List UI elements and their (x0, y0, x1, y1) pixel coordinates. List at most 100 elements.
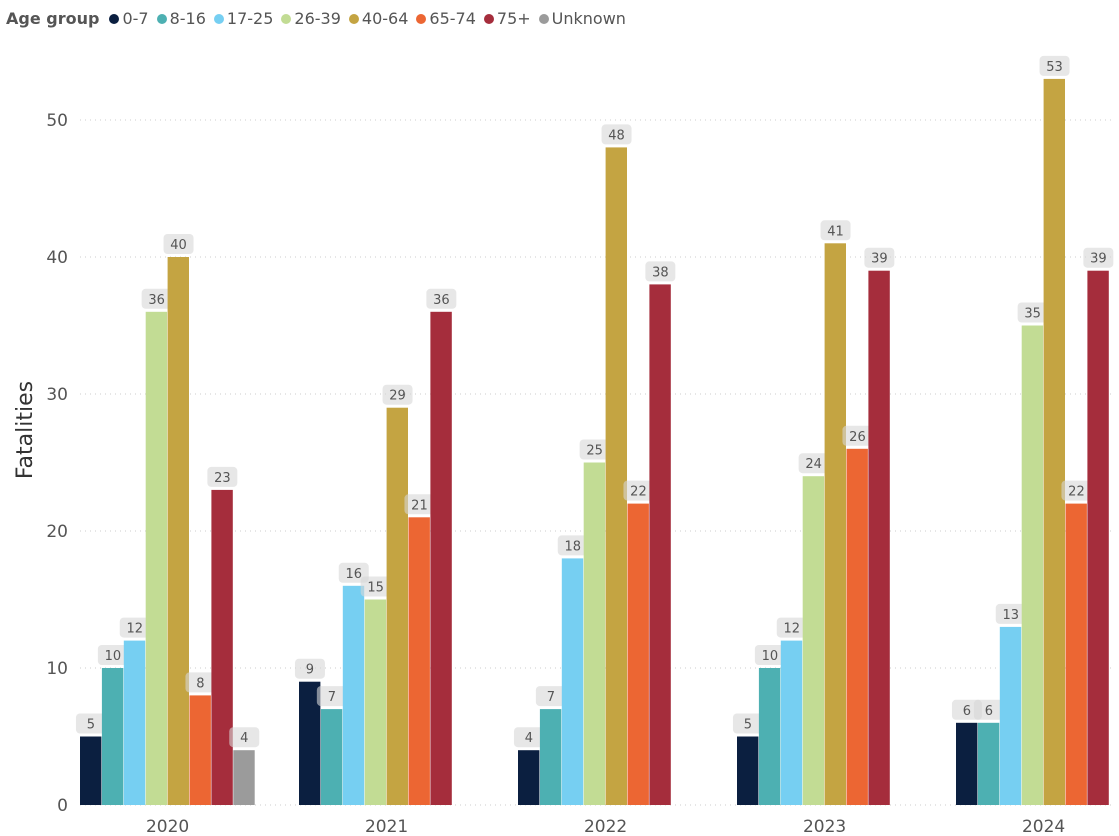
data-label: 26 (849, 430, 866, 445)
data-label: 29 (389, 389, 406, 404)
bar (167, 257, 189, 805)
bar (518, 750, 540, 805)
bar (342, 585, 365, 805)
bar (320, 709, 343, 805)
legend-label: 8-16 (169, 9, 206, 28)
data-label-bg (338, 562, 369, 583)
data-label-bg (119, 617, 150, 638)
x-tick-label: 2022 (584, 817, 627, 836)
data-label: 21 (411, 498, 428, 513)
data-label-bg (579, 439, 610, 460)
data-label-bg (557, 535, 588, 556)
y-tick-label: 40 (46, 248, 68, 268)
data-label-bg (1061, 480, 1092, 501)
data-label: 5 (87, 718, 95, 733)
data-label: 22 (1068, 485, 1085, 500)
data-label: 6 (963, 704, 971, 719)
bar (977, 722, 1000, 805)
data-label: 4 (525, 731, 533, 746)
legend: Age group 0-7 8-16 17-25 26-39 40-64 65-74 75+… (6, 9, 634, 28)
bar (605, 147, 627, 805)
x-tick-label: 2020 (146, 817, 189, 836)
x-tick-label: 2024 (1022, 817, 1065, 836)
legend-item[interactable]: 40-64 (348, 9, 409, 28)
bar (868, 270, 890, 805)
data-label: 13 (1002, 608, 1019, 623)
legend-marker-icon (281, 13, 292, 24)
data-label-bg (601, 124, 632, 145)
data-label: 8 (196, 676, 204, 691)
legend-label: 17-25 (226, 9, 274, 28)
data-label: 40 (170, 238, 187, 253)
legend-item[interactable]: 17-25 (213, 9, 274, 28)
legend-marker-icon (213, 13, 224, 24)
legend-item[interactable]: 65-74 (416, 9, 476, 28)
data-label: 39 (1090, 252, 1107, 267)
legend-item[interactable]: 26-39 (281, 9, 341, 28)
data-label-bg (623, 480, 654, 501)
bar (1021, 325, 1044, 805)
bar (561, 558, 584, 805)
data-label-bg (294, 658, 325, 679)
data-label: 10 (105, 649, 122, 664)
data-label: 36 (433, 293, 450, 308)
data-label-bg (316, 686, 347, 707)
data-label-bg (820, 220, 851, 241)
data-label: 23 (214, 471, 231, 486)
data-label: 18 (564, 539, 581, 554)
bar (758, 668, 781, 805)
bar (80, 736, 102, 805)
data-label-bg (426, 288, 457, 309)
data-label: 9 (306, 663, 314, 678)
legend-item[interactable]: 75+ (483, 9, 531, 28)
legend-marker-icon (483, 13, 494, 24)
data-label-bg (360, 576, 391, 597)
legend-item[interactable]: Unknown (538, 9, 626, 28)
bar (408, 517, 430, 805)
legend-label: 0-7 (122, 9, 149, 28)
bar (583, 462, 606, 805)
data-label-bg (645, 261, 676, 282)
legend-title: Age group (6, 9, 100, 28)
data-label: 22 (630, 485, 647, 500)
legend-label: 40-64 (361, 9, 409, 28)
data-label: 4 (240, 731, 248, 746)
data-label-bg (75, 713, 106, 734)
data-label-bg (776, 617, 807, 638)
data-label: 15 (367, 581, 384, 596)
legend-item[interactable]: 8-16 (156, 9, 206, 28)
bar (627, 503, 649, 805)
legend-label: 75+ (496, 9, 531, 28)
legend-marker-icon (348, 13, 359, 24)
bar (233, 750, 255, 805)
y-tick-label: 0 (57, 796, 68, 816)
data-label: 25 (586, 444, 603, 459)
legend-marker-icon (109, 13, 120, 24)
y-tick-label: 10 (46, 659, 68, 679)
data-label-bg (798, 453, 829, 474)
bar (649, 284, 671, 805)
data-label-bg (97, 645, 128, 665)
bar (539, 709, 562, 805)
bar (101, 668, 124, 805)
data-label: 7 (547, 690, 555, 705)
data-label-bg (229, 727, 260, 748)
data-label-bg (754, 645, 785, 665)
bar (1065, 503, 1087, 805)
legend-label: 26-39 (294, 9, 341, 28)
legend-marker-icon (156, 13, 167, 24)
data-label-bg (185, 672, 216, 693)
data-label-bg (995, 603, 1026, 624)
data-label-bg (864, 247, 895, 268)
data-label-bg (973, 699, 1004, 720)
data-label: 12 (126, 622, 143, 637)
data-label: 41 (827, 224, 844, 239)
legend-item[interactable]: 0-7 (109, 9, 149, 28)
data-label-bg (535, 686, 566, 707)
bar (430, 311, 452, 805)
bar (956, 722, 978, 805)
data-label: 24 (805, 457, 822, 472)
data-label-bg (207, 466, 238, 487)
data-label-bg (1083, 247, 1114, 268)
